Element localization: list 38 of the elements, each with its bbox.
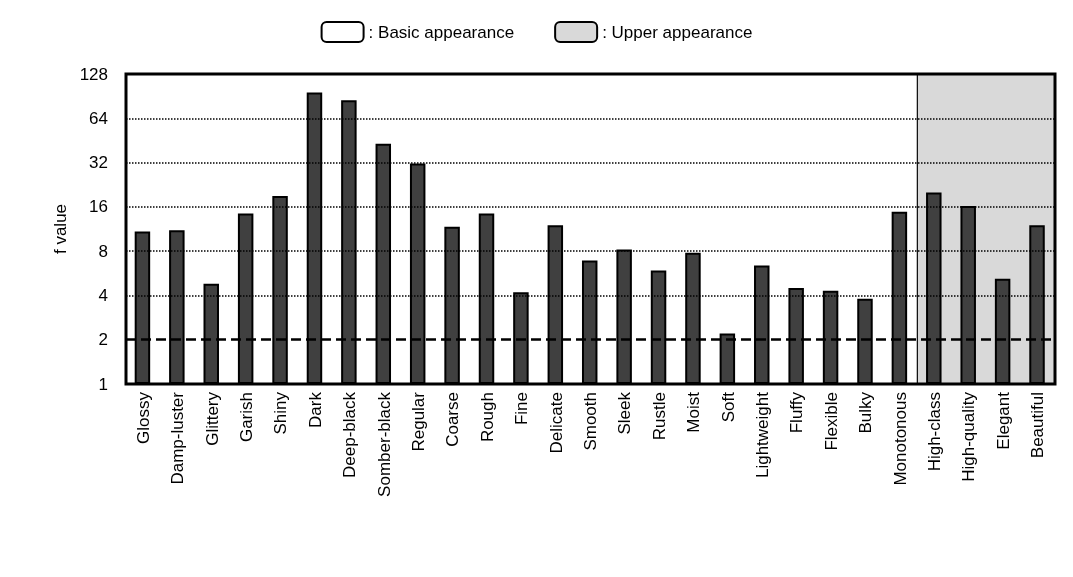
y-tick-label: 64: [89, 108, 108, 128]
legend-label: : Upper appearance: [602, 22, 753, 42]
x-tick-label: Rough: [477, 392, 497, 443]
y-tick-label: 16: [89, 197, 108, 217]
x-tick-label: Flexible: [821, 392, 841, 451]
y-tick-label: 1: [98, 374, 108, 394]
x-tick-label: Glittery: [202, 391, 222, 446]
x-tick-label: Delicate: [546, 392, 566, 454]
x-tick-label: Moist: [684, 391, 704, 433]
x-tick-label: High-quality: [959, 391, 979, 482]
x-tick-label: Elegant: [993, 391, 1013, 450]
x-tick-label: Garish: [236, 392, 256, 443]
x-tick-label: Somber-black: [374, 391, 394, 497]
x-tick-label: Soft: [718, 391, 738, 423]
x-tick-label: Shiny: [271, 391, 291, 435]
legend-label: : Basic appearance: [368, 22, 515, 42]
x-tick-label: Beautiful: [1028, 392, 1048, 459]
x-tick-label: Smooth: [581, 392, 600, 451]
y-tick-label: 8: [98, 241, 108, 261]
x-tick-label: Bulky: [856, 391, 876, 434]
x-tick-label: Glossy: [133, 391, 153, 444]
x-tick-label: High-class: [925, 392, 945, 472]
x-tick-label: Rustle: [649, 392, 669, 441]
x-tick-label: Lightweight: [753, 391, 773, 479]
x-tick-label: Monotonous: [890, 392, 910, 486]
x-tick-label: Coarse: [443, 392, 463, 447]
x-tick-label: Regular: [408, 391, 428, 452]
y-tick-label: 2: [98, 330, 108, 350]
x-tick-label: Fluffy: [787, 391, 807, 434]
x-tick-label: Fine: [512, 392, 532, 426]
x-tick-label: Damp-luster: [168, 391, 188, 485]
y-axis-title: f value: [50, 203, 70, 255]
x-tick-label: Dark: [305, 391, 325, 428]
x-tick-label: Sleek: [615, 391, 635, 435]
y-tick-label: 128: [79, 64, 108, 84]
x-tick-label: Deep-black: [340, 391, 360, 478]
y-tick-label: 32: [89, 153, 108, 173]
y-tick-label: 4: [98, 285, 108, 305]
